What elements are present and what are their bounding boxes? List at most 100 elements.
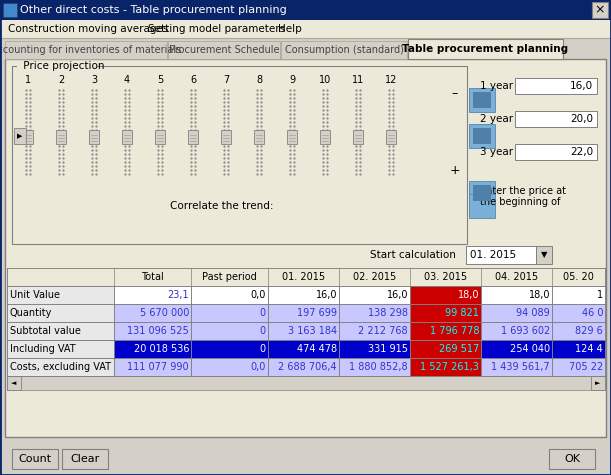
Bar xyxy=(188,130,198,144)
Bar xyxy=(5,41,167,59)
Bar xyxy=(515,144,597,160)
Text: 11: 11 xyxy=(352,75,364,85)
Bar xyxy=(7,358,114,376)
Text: 1 880 852,8: 1 880 852,8 xyxy=(349,362,408,372)
Bar xyxy=(552,358,605,376)
Text: 5: 5 xyxy=(157,75,163,85)
Text: Setting model parameters: Setting model parameters xyxy=(148,24,285,34)
Text: ►: ► xyxy=(595,380,601,386)
Bar xyxy=(339,322,410,340)
Text: 2: 2 xyxy=(58,75,64,85)
Bar xyxy=(287,130,297,144)
Text: ▼: ▼ xyxy=(541,250,547,259)
Bar xyxy=(168,41,280,59)
Text: 01. 2015: 01. 2015 xyxy=(470,250,516,260)
Text: 6: 6 xyxy=(190,75,196,85)
Text: 2 212 768: 2 212 768 xyxy=(359,326,408,336)
Text: 474 478: 474 478 xyxy=(297,344,337,354)
Text: Count: Count xyxy=(18,454,51,464)
Bar xyxy=(481,286,552,304)
Text: 111 077 990: 111 077 990 xyxy=(127,362,189,372)
Text: OK: OK xyxy=(564,454,580,464)
Text: 20 018 536: 20 018 536 xyxy=(133,344,189,354)
Text: 94 089: 94 089 xyxy=(516,308,550,318)
Bar xyxy=(410,286,481,304)
Text: 0: 0 xyxy=(260,308,266,318)
Bar xyxy=(89,130,99,144)
Bar xyxy=(552,340,605,358)
Bar xyxy=(268,322,339,340)
Text: Past period: Past period xyxy=(202,272,257,282)
Text: 04. 2015: 04. 2015 xyxy=(495,272,538,282)
Bar xyxy=(7,322,114,340)
Text: 18,0: 18,0 xyxy=(529,290,550,300)
Text: ◄: ◄ xyxy=(12,380,16,386)
Bar xyxy=(221,130,231,144)
Bar xyxy=(7,340,114,358)
Bar xyxy=(268,286,339,304)
Text: +: + xyxy=(450,164,460,178)
Text: 16,0: 16,0 xyxy=(315,290,337,300)
Text: 269 517: 269 517 xyxy=(439,344,479,354)
Text: 05. 20: 05. 20 xyxy=(563,272,594,282)
Bar xyxy=(7,286,114,304)
Bar xyxy=(14,128,26,144)
Bar xyxy=(552,322,605,340)
Text: 02. 2015: 02. 2015 xyxy=(353,272,396,282)
Bar xyxy=(155,130,165,144)
Text: 254 040: 254 040 xyxy=(510,344,550,354)
Bar xyxy=(7,376,605,390)
Text: 18,0: 18,0 xyxy=(458,290,479,300)
Bar xyxy=(191,358,268,376)
Text: Start calculation: Start calculation xyxy=(370,250,456,260)
Bar xyxy=(7,304,114,322)
Text: Procurement Schedule: Procurement Schedule xyxy=(169,45,279,55)
Bar xyxy=(536,246,552,264)
Bar xyxy=(320,130,330,144)
Text: 16,0: 16,0 xyxy=(387,290,408,300)
Text: Quantity: Quantity xyxy=(10,308,53,318)
Text: 01. 2015: 01. 2015 xyxy=(282,272,325,282)
Text: 705 22: 705 22 xyxy=(569,362,603,372)
Text: 12: 12 xyxy=(385,75,397,85)
Text: 03. 2015: 03. 2015 xyxy=(424,272,467,282)
Text: Construction moving averages: Construction moving averages xyxy=(8,24,169,34)
Bar xyxy=(515,111,597,127)
Text: 0,0: 0,0 xyxy=(251,362,266,372)
Text: 8: 8 xyxy=(256,75,262,85)
Bar xyxy=(408,39,563,59)
Bar xyxy=(268,358,339,376)
Text: 46 0: 46 0 xyxy=(582,308,603,318)
Bar xyxy=(473,185,491,201)
Bar xyxy=(481,304,552,322)
Text: 10: 10 xyxy=(319,75,331,85)
Text: Consumption (standard): Consumption (standard) xyxy=(285,45,403,55)
Bar xyxy=(62,449,108,469)
Bar xyxy=(7,268,605,286)
Text: Total: Total xyxy=(141,272,164,282)
Bar xyxy=(591,376,605,390)
Text: 1 439 561,7: 1 439 561,7 xyxy=(491,362,550,372)
Text: 138 298: 138 298 xyxy=(368,308,408,318)
Text: Subtotal value: Subtotal value xyxy=(10,326,81,336)
Bar xyxy=(122,130,132,144)
Text: Clear: Clear xyxy=(70,454,100,464)
Bar xyxy=(191,322,268,340)
Text: 4: 4 xyxy=(124,75,130,85)
Text: 124 4: 124 4 xyxy=(575,344,603,354)
Text: Enter the price at: Enter the price at xyxy=(480,186,566,196)
Bar xyxy=(23,130,33,144)
Bar xyxy=(469,194,495,218)
Bar xyxy=(114,286,191,304)
Text: –: – xyxy=(452,87,458,101)
Bar xyxy=(481,358,552,376)
Text: 0,0: 0,0 xyxy=(251,290,266,300)
Text: 1 527 261,3: 1 527 261,3 xyxy=(420,362,479,372)
Bar xyxy=(481,340,552,358)
Bar xyxy=(114,358,191,376)
Text: Accounting for inventories of materials: Accounting for inventories of materials xyxy=(0,45,181,55)
Bar xyxy=(592,2,608,18)
Text: 1 693 602: 1 693 602 xyxy=(501,326,550,336)
Bar xyxy=(469,88,495,112)
Bar xyxy=(268,340,339,358)
